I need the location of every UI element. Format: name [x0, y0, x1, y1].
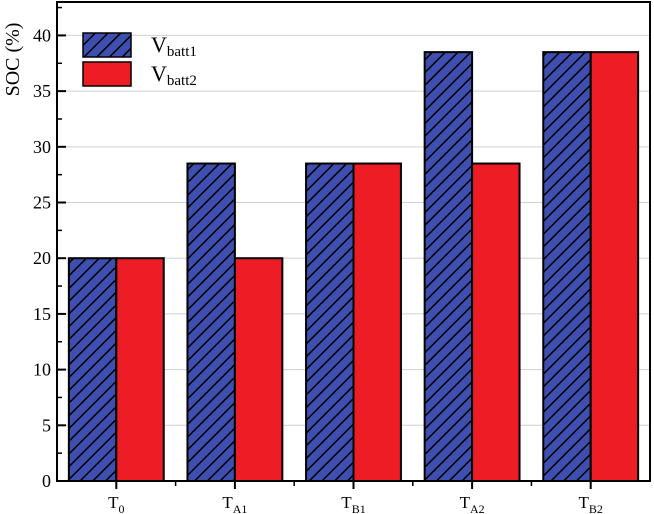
x-tick-label-sub: 0 [118, 502, 124, 514]
bar-batt1-TB2 [542, 51, 592, 483]
y-tick-label: 30 [33, 137, 51, 157]
x-tick-label: TA1 [222, 493, 247, 514]
y-tick-label: 40 [33, 25, 51, 45]
bars [67, 51, 640, 483]
y-tick-label: 15 [33, 304, 51, 324]
x-tick-label-main: T [341, 493, 352, 512]
bar-batt2-TA1 [233, 257, 284, 482]
x-tick-label-main: T [108, 493, 119, 512]
x-tick-label-sub: B1 [352, 502, 366, 514]
y-tick-label: 0 [42, 471, 51, 491]
legend-swatch-batt2 [82, 61, 132, 87]
bar-batt1-TA1 [186, 162, 236, 482]
y-axis-title: SOC (%) [2, 23, 24, 97]
legend-label-main: V [151, 61, 167, 86]
x-tick-label-sub: A2 [470, 502, 485, 514]
x-tick-label-sub: B2 [589, 502, 603, 514]
bar-batt1-TA2 [423, 51, 474, 483]
y-tick-label: 25 [33, 193, 51, 213]
bar-batt2-TB1 [352, 162, 402, 482]
x-tick-label-main: T [578, 493, 589, 512]
y-tick-label: 5 [42, 415, 51, 435]
legend-label-batt2: Vbatt2 [151, 61, 197, 89]
bar-batt2-TB2 [589, 51, 640, 483]
x-tick-label: TB2 [578, 493, 602, 514]
legend-label-sub: batt2 [167, 73, 197, 89]
y-tick-label: 10 [33, 360, 51, 380]
y-tick-label: 35 [33, 81, 51, 101]
x-tick-label-sub: A1 [233, 502, 248, 514]
bar-batt1-TB1 [305, 162, 355, 482]
legend-label-sub: batt1 [167, 44, 197, 60]
x-tick-label-main: T [460, 493, 471, 512]
x-tick-label: TB1 [341, 493, 365, 514]
bar-batt2-TA2 [471, 162, 521, 482]
legend-label-main: V [151, 32, 167, 57]
bar-batt1-T0 [67, 257, 118, 482]
y-tick-label: 20 [33, 248, 51, 268]
legend-swatch-batt1 [82, 32, 132, 58]
bar-batt2-T0 [115, 257, 165, 482]
legend-label-batt1: Vbatt1 [151, 32, 197, 60]
x-tick-label: T0 [108, 493, 124, 514]
x-tick-label: TA2 [460, 493, 485, 514]
x-tick-label-main: T [222, 493, 233, 512]
